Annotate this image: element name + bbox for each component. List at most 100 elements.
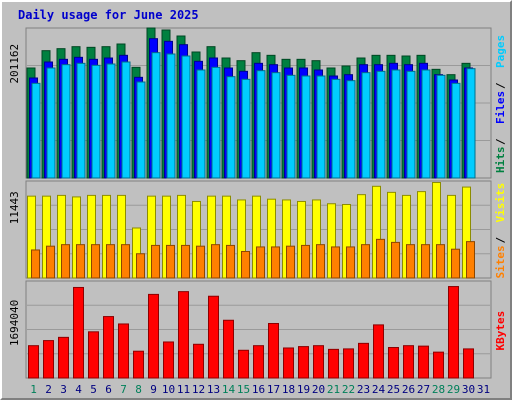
bar-kbytes-day-22 <box>343 348 354 379</box>
bar-kbytes-day-2 <box>43 340 54 379</box>
x-tick-label-26: 26 <box>402 383 415 396</box>
bar-sites-day-28 <box>436 244 445 279</box>
bar-pages-day-25 <box>391 69 401 179</box>
bar-sites-day-21 <box>331 246 340 279</box>
x-tick-label-17: 17 <box>267 383 280 396</box>
x-tick-label-23: 23 <box>357 383 370 396</box>
bar-pages-day-9 <box>151 52 161 179</box>
bar-pages-day-22 <box>346 80 356 179</box>
bar-sites-day-9 <box>151 244 160 279</box>
bar-sites-day-25 <box>391 241 400 279</box>
bar-kbytes-day-1 <box>28 345 39 379</box>
bar-pages-day-23 <box>361 72 371 179</box>
bar-pages-day-16 <box>256 70 266 179</box>
bar-pages-day-10 <box>166 53 176 179</box>
bar-kbytes-day-3 <box>58 336 69 379</box>
legend-files: Files <box>494 91 507 124</box>
x-tick-label-1: 1 <box>30 383 37 396</box>
bar-kbytes-day-14 <box>223 319 234 379</box>
bar-pages-day-14 <box>226 76 236 179</box>
bar-sites-day-24 <box>376 238 385 279</box>
legend-pages: Pages <box>494 35 507 68</box>
x-tick-label-14: 14 <box>222 383 236 396</box>
x-tick-label-9: 9 <box>150 383 157 396</box>
bar-kbytes-day-9 <box>148 293 159 379</box>
bar-sites-day-23 <box>361 244 370 279</box>
panel-1-legend-separator: / <box>494 138 507 145</box>
bar-sites-day-22 <box>346 246 355 279</box>
x-tick-label-11: 11 <box>177 383 190 396</box>
bar-pages-day-20 <box>316 75 326 179</box>
bar-kbytes-day-17 <box>268 322 279 379</box>
panel-2-legend-separator: / <box>494 237 507 244</box>
x-tick-label-24: 24 <box>372 383 386 396</box>
x-tick-label-13: 13 <box>207 383 220 396</box>
bar-sites-day-18 <box>286 245 295 279</box>
bar-kbytes-day-13 <box>208 295 219 379</box>
bar-sites-day-13 <box>211 244 220 279</box>
x-tick-label-8: 8 <box>135 383 142 396</box>
bar-kbytes-day-29 <box>448 286 459 379</box>
bar-kbytes-day-11 <box>178 291 189 379</box>
bar-sites-day-26 <box>406 244 415 279</box>
bar-pages-day-27 <box>421 69 431 179</box>
bar-pages-day-7 <box>121 61 131 179</box>
bar-pages-day-28 <box>436 74 446 179</box>
bar-sites-day-27 <box>421 244 430 279</box>
legend-kbytes: KBytes <box>494 311 507 351</box>
bar-pages-day-18 <box>286 74 296 179</box>
x-tick-label-15: 15 <box>237 383 250 396</box>
bar-pages-day-24 <box>376 70 386 179</box>
x-tick-label-2: 2 <box>45 383 52 396</box>
bar-sites-day-5 <box>91 244 100 279</box>
bar-sites-day-2 <box>46 245 55 279</box>
bar-kbytes-day-28 <box>433 351 444 379</box>
bar-pages-day-8 <box>136 81 146 179</box>
panel-1-y-tick-label: 201162 <box>8 44 21 84</box>
bar-sites-day-20 <box>316 244 325 279</box>
legend-visits: Visits <box>494 183 507 223</box>
bar-kbytes-day-4 <box>73 286 84 379</box>
x-tick-label-6: 6 <box>105 383 112 396</box>
panel-1-legend-separator: / <box>494 82 507 89</box>
bar-sites-day-30 <box>466 241 475 279</box>
bar-pages-day-29 <box>451 82 461 179</box>
bar-sites-day-7 <box>121 244 130 279</box>
bar-sites-day-6 <box>106 244 115 279</box>
bar-kbytes-day-7 <box>118 323 129 379</box>
bar-sites-day-10 <box>166 244 175 279</box>
bar-kbytes-day-24 <box>373 324 384 379</box>
bar-pages-day-30 <box>466 68 476 179</box>
legend-sites: Sites <box>494 245 507 278</box>
bar-pages-day-12 <box>196 69 206 179</box>
bar-sites-day-16 <box>256 246 265 279</box>
bar-kbytes-day-30 <box>463 348 474 379</box>
x-tick-label-20: 20 <box>312 383 325 396</box>
panel-2-y-tick-label: 11443 <box>8 191 21 224</box>
bar-sites-day-12 <box>196 245 205 279</box>
bar-pages-day-3 <box>61 64 71 179</box>
bar-pages-day-17 <box>271 72 281 179</box>
bar-pages-day-1 <box>31 82 41 179</box>
bar-sites-day-15 <box>241 250 250 279</box>
bar-kbytes-day-5 <box>88 331 99 379</box>
bar-pages-day-4 <box>76 62 86 179</box>
x-tick-label-22: 22 <box>342 383 355 396</box>
x-tick-label-12: 12 <box>192 383 205 396</box>
bar-kbytes-day-19 <box>298 346 309 379</box>
bar-pages-day-15 <box>241 78 251 179</box>
x-tick-label-19: 19 <box>297 383 310 396</box>
x-tick-label-28: 28 <box>432 383 445 396</box>
bar-kbytes-day-6 <box>103 316 114 379</box>
x-tick-label-21: 21 <box>327 383 340 396</box>
bar-kbytes-day-12 <box>193 343 204 379</box>
x-tick-label-18: 18 <box>282 383 295 396</box>
chart-title: Daily usage for June 2025 <box>18 8 199 22</box>
bar-kbytes-day-20 <box>313 345 324 379</box>
x-tick-label-5: 5 <box>90 383 97 396</box>
bar-sites-day-29 <box>451 248 460 279</box>
bar-sites-day-17 <box>271 246 280 279</box>
bar-sites-day-1 <box>31 249 40 279</box>
bar-pages-day-13 <box>211 66 221 179</box>
